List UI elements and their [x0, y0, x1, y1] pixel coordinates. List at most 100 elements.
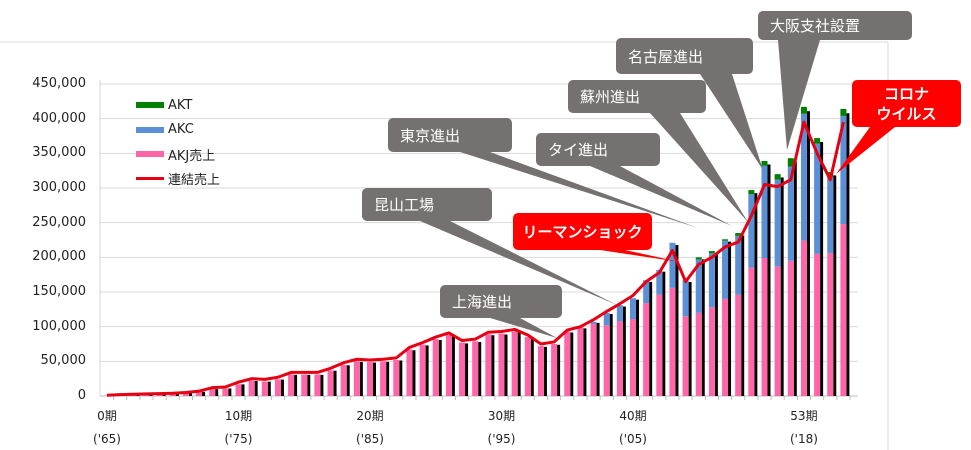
bar-akj	[169, 393, 176, 396]
bar-akj	[814, 253, 821, 396]
consolidated-sales-line	[106, 120, 845, 397]
bar-shadow	[543, 346, 547, 396]
bar-shadow	[557, 344, 561, 396]
bar-shadow	[175, 393, 179, 396]
bar-shadow	[846, 113, 850, 397]
bar-shadow	[570, 332, 574, 396]
bar-akc	[630, 298, 636, 320]
bar-shadow	[820, 141, 824, 396]
annotation-text: コロナ	[883, 84, 929, 103]
annotation-text: 東京進出	[400, 126, 461, 145]
x-tick-period: 10期	[224, 409, 253, 423]
annotation-text: 蘇州進出	[580, 88, 641, 106]
annotation-text: タイ進出	[548, 141, 609, 159]
bar-shadow	[741, 235, 745, 396]
bar-shadow	[701, 259, 705, 396]
bar-shadow	[254, 380, 258, 396]
bar-shadow	[438, 339, 442, 396]
bar-akj	[774, 266, 781, 396]
bar-akt	[800, 106, 807, 114]
annotation-callout: コロナ ウイルス	[852, 80, 961, 127]
legend-swatch	[136, 177, 164, 181]
annotation-text: 昆山工場	[374, 196, 435, 214]
bar-shadow	[728, 241, 732, 396]
bar-akj	[353, 361, 360, 396]
legend-item-akc: AKC	[136, 118, 220, 143]
bar-akj	[380, 361, 387, 396]
bar-shadow	[675, 245, 679, 396]
bar-shadow	[662, 271, 666, 396]
bar-shadow	[833, 175, 837, 396]
annotation-callout: 上海進出	[440, 285, 562, 318]
bar-shadow	[636, 299, 639, 396]
bar-akj	[182, 393, 189, 396]
bar-akt	[722, 239, 729, 241]
bar-shadow	[399, 360, 403, 396]
bar-akc	[814, 143, 821, 254]
x-tick-label: 0期 ('65)	[77, 406, 137, 449]
bar-akj	[288, 374, 295, 396]
bar-shadow	[228, 388, 232, 396]
bar-akc	[748, 194, 755, 268]
legend-label: 連結売上	[168, 173, 221, 189]
bar-akc	[827, 176, 834, 254]
bar-akc	[800, 113, 807, 241]
annotation-callout: 蘇州進出	[568, 80, 706, 113]
bar-shadow	[609, 314, 613, 396]
bar-akj	[656, 294, 663, 396]
bar-akj	[551, 344, 558, 396]
bar-akc	[616, 305, 623, 322]
callout-pointer	[490, 318, 557, 338]
bar-akj	[840, 224, 847, 396]
bar-shadow	[465, 343, 469, 396]
bar-shadow	[149, 394, 153, 396]
legend-swatch	[136, 151, 164, 158]
x-tick-year: ('85)	[356, 432, 384, 446]
bar-shadow	[714, 253, 718, 396]
bar-shadow	[412, 350, 416, 396]
annotation-callout: タイ進出	[536, 133, 660, 166]
x-tick-year: ('05)	[619, 432, 647, 446]
bar-akt	[735, 233, 742, 236]
bar-akc	[695, 259, 702, 313]
bar-akj	[722, 298, 729, 396]
bar-akj	[248, 380, 255, 396]
y-tick-label: 300,000	[32, 180, 86, 195]
bar-akj	[695, 312, 702, 396]
bar-akj	[748, 267, 755, 396]
bar-shadow	[649, 281, 653, 396]
bar-shadow	[806, 111, 810, 396]
bar-akj	[274, 379, 281, 396]
bar-shadow	[583, 328, 587, 396]
y-tick-label: 400,000	[32, 110, 86, 126]
annotation-callout: リーマンショック	[513, 213, 652, 250]
callout-pointer	[778, 40, 820, 150]
bar-akj	[603, 325, 610, 396]
bar-akc	[656, 269, 663, 295]
bar-akj	[682, 316, 689, 396]
bar-shadow	[793, 161, 797, 396]
bar-akj	[314, 374, 321, 396]
x-tick-year: ('65)	[93, 432, 121, 446]
bar-akj	[367, 362, 373, 396]
bar-akj	[485, 334, 492, 396]
x-tick-label: 53期 ('18)	[774, 406, 834, 449]
bar-akt	[774, 174, 781, 180]
bar-akj	[708, 307, 715, 396]
bar-akj	[393, 359, 400, 396]
bar-shadow	[359, 361, 363, 396]
bar-shadow	[596, 322, 600, 396]
bar-shadow	[478, 342, 482, 396]
annotation-callout: 昆山工場	[362, 188, 492, 221]
bar-akt	[695, 257, 702, 260]
bar-shadow	[530, 337, 534, 396]
y-tick-label: 150,000	[32, 284, 86, 299]
x-tick-year: ('95)	[487, 432, 516, 446]
x-tick-label: 40期 ('05)	[603, 406, 663, 449]
bar-akc	[590, 321, 597, 324]
legend-item-akj: AKJ売上	[136, 142, 220, 167]
bar-shadow	[215, 389, 219, 396]
annotation-callout: 大阪支社設置	[758, 11, 912, 40]
bar-shadow	[320, 374, 324, 396]
